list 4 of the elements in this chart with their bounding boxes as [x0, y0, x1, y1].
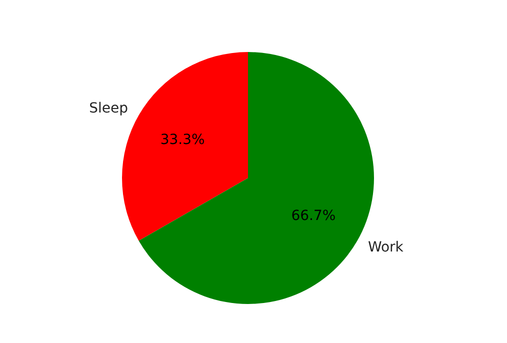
slice-label: Sleep — [89, 100, 128, 117]
slice-label: Work — [368, 239, 404, 256]
data-label: 33.3% — [160, 132, 205, 148]
data-label: 66.7% — [291, 208, 336, 224]
